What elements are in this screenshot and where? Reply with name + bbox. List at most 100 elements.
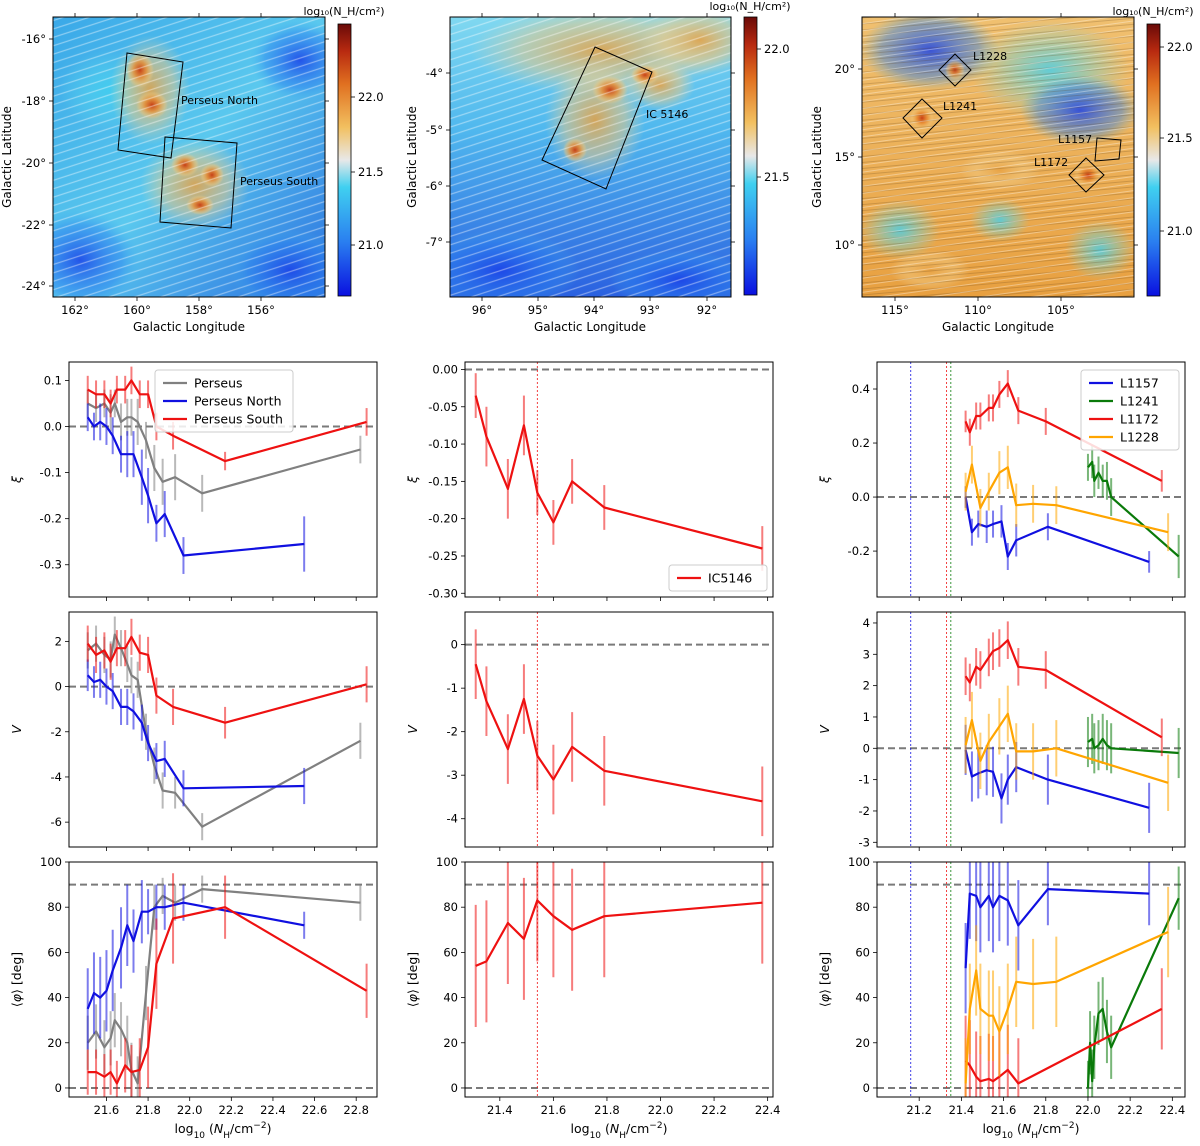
map-label: L1228 xyxy=(973,50,1007,63)
axis-label-group: V xyxy=(9,724,24,734)
legend: Perseus Perseus North Perseus South xyxy=(154,369,294,433)
y-tick-label: -2 xyxy=(447,725,458,739)
x-tick-label: 110° xyxy=(964,303,992,317)
axis-label: log10 (NH/cm−2) xyxy=(571,1121,668,1141)
y-tick-label: 2 xyxy=(55,634,62,648)
y-tick-label: 0 xyxy=(451,1081,458,1095)
y-tick-label: 20 xyxy=(443,1036,458,1050)
plot-area xyxy=(465,862,773,1097)
chart-panel-phi-cepheus: 100 80 60 40 20 0 21.2 21.4 21.6 21.8 22.0 22.2 22.4… xyxy=(817,855,1186,1141)
y-tick-label: -1 xyxy=(447,681,458,695)
x-tick-label: 105° xyxy=(1047,303,1075,317)
y-tick-label: -0.1 xyxy=(40,466,62,480)
series-line xyxy=(474,395,763,550)
y-tick-label: -0.10 xyxy=(428,437,458,451)
chart-panel-v-ic5146: 0 -1 -2 -3 -4 V xyxy=(405,611,774,851)
y-tick-label: 0.4 xyxy=(852,382,870,396)
series-line xyxy=(964,1007,1163,1085)
x-tick-label: 21.8 xyxy=(594,1103,620,1117)
y-tick-label: -7° xyxy=(426,235,443,249)
x-tick-label: 22.2 xyxy=(1117,1103,1143,1117)
series-l1172 xyxy=(964,621,1163,757)
y-tick-label: -2 xyxy=(51,725,62,739)
y-tick-label: 60 xyxy=(47,945,62,959)
x-axis-label: Galactic Longitude xyxy=(942,320,1054,334)
legend: L1157 L1241 L1172 L1228 xyxy=(1080,369,1180,451)
map-perseus: Perseus North Perseus South 162° 160° 15… xyxy=(0,5,385,334)
plot-area xyxy=(465,612,773,847)
series-perseus-north xyxy=(86,403,306,574)
plot-content xyxy=(465,362,773,597)
series-l1157 xyxy=(964,862,1151,1014)
series-ic5146 xyxy=(474,629,764,837)
x-tick-label: 22.2 xyxy=(701,1103,727,1117)
legend: IC5146 xyxy=(668,564,768,592)
y-tick-label: 0 xyxy=(55,1081,62,1095)
plot-frame xyxy=(464,361,774,598)
colorbar-tick-label: 21.5 xyxy=(764,170,790,184)
plot-area xyxy=(69,862,377,1097)
y-tick-label: -3 xyxy=(447,768,458,782)
legend-label: Perseus xyxy=(194,376,243,391)
series-line xyxy=(964,382,1163,482)
x-tick-label: 160° xyxy=(123,303,151,317)
x-tick-label: 22.0 xyxy=(177,1103,203,1117)
chart-panel-phi-ic5146: 100 80 60 40 20 0 21.4 21.6 21.8 22.0 22.2 22.4 ⟨φ⟩ … xyxy=(405,855,781,1141)
series-ic5146 xyxy=(474,862,764,1027)
y-tick-label: -0.20 xyxy=(428,512,458,526)
y-tick-label: 3 xyxy=(863,647,870,661)
axis-label-group: log10 (NH/cm−2) xyxy=(571,1121,668,1141)
x-tick-label: 95° xyxy=(528,303,548,317)
axis-label-group: V xyxy=(817,724,832,734)
axis-label: ⟨φ⟩ [deg] xyxy=(817,952,832,1007)
y-axis-label: Galactic Latitude xyxy=(405,106,419,208)
chart-panel-v-cepheus: 4 3 2 1 0 -1 -2 -3 V xyxy=(817,611,1186,851)
series-line xyxy=(86,674,305,790)
x-tick-label: 158° xyxy=(185,303,213,317)
y-tick-label: 40 xyxy=(443,991,458,1005)
x-tick-label: 162° xyxy=(61,303,89,317)
axis-label-group: ⟨φ⟩ [deg] xyxy=(817,952,832,1007)
x-tick-label: 94° xyxy=(584,303,604,317)
y-axis-label: Galactic Latitude xyxy=(0,106,14,208)
y-tick-label: 10° xyxy=(835,238,855,252)
map-label: L1241 xyxy=(943,100,977,113)
x-tick-label: 22.4 xyxy=(1160,1103,1186,1117)
y-tick-label: -4° xyxy=(426,66,443,80)
x-tick-label: 93° xyxy=(640,303,660,317)
legend-box xyxy=(1080,369,1180,451)
chart-panel-xi-ic5146: 0.00 -0.05 -0.10 -0.15 -0.20 -0.25 -0.30 ξ IC514… xyxy=(405,361,774,601)
legend-box xyxy=(668,564,768,592)
y-tick-label: 2 xyxy=(863,679,870,693)
map-cepheus: L1228 L1241 L1157 L1172 115° 110° 105° 2… xyxy=(810,5,1194,334)
series-line xyxy=(475,899,763,967)
y-tick-label: -0.3 xyxy=(40,558,62,572)
plot-content xyxy=(465,612,773,847)
plot-content xyxy=(877,362,1185,597)
y-tick-label: -16° xyxy=(21,32,46,46)
y-tick-label: 80 xyxy=(855,900,870,914)
legend-label: L1172 xyxy=(1120,412,1159,427)
x-tick-label: 22.4 xyxy=(260,1103,286,1117)
axis-label: log10 (NH/cm−2) xyxy=(983,1121,1080,1141)
axis-label: ⟨φ⟩ [deg] xyxy=(9,952,24,1007)
x-tick-label: 156° xyxy=(247,303,275,317)
series-line xyxy=(87,906,368,1085)
y-tick-label: 100 xyxy=(436,855,458,869)
series-line xyxy=(87,402,361,495)
x-tick-label: 22.4 xyxy=(755,1103,781,1117)
x-tick-label: 21.8 xyxy=(135,1103,161,1117)
series-perseus-north xyxy=(86,659,306,807)
map-label: L1157 xyxy=(1058,133,1092,146)
axis-label-group: ⟨φ⟩ [deg] xyxy=(405,952,420,1007)
y-tick-label: -0.05 xyxy=(428,400,458,414)
axis-label: V xyxy=(405,724,420,734)
colorbar-tick-label: 22.0 xyxy=(1167,40,1193,54)
series-l1157 xyxy=(964,486,1151,573)
legend-label: L1241 xyxy=(1120,394,1159,409)
y-tick-label: -18° xyxy=(21,94,46,108)
axis-label-group: ξ xyxy=(817,475,832,484)
plot-frame xyxy=(876,861,1186,1098)
